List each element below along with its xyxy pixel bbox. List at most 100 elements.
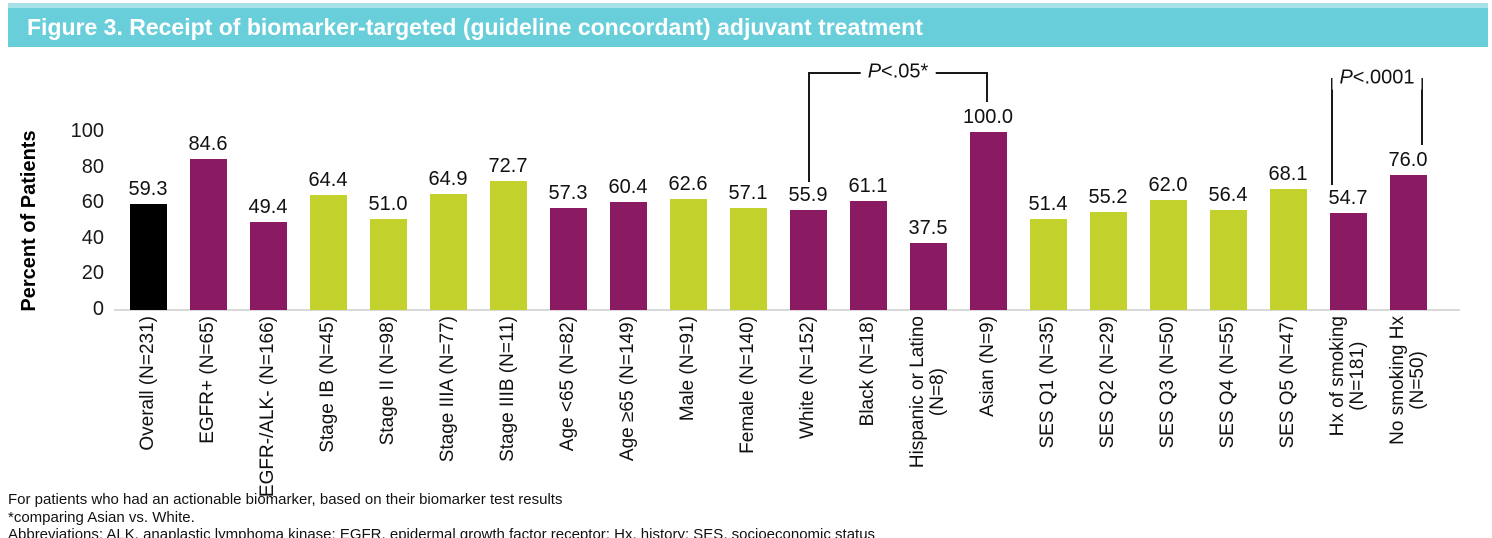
- bar-value-label: 72.7: [488, 154, 528, 177]
- x-axis-category-text: SES Q3 (N=50): [1157, 316, 1178, 449]
- x-axis-category-label: Stage IIIA (N=77): [426, 316, 470, 506]
- x-axis-category-text: Hispanic or Latino (N=8): [907, 316, 948, 469]
- bar: [1209, 209, 1247, 310]
- bar: [1269, 188, 1307, 310]
- x-axis-category-label: EGFR+ (N=65): [186, 316, 230, 506]
- bar-value-label: 57.3: [548, 182, 588, 204]
- x-axis-category-label: Stage IB (N=45): [306, 316, 350, 506]
- bar: [489, 180, 527, 310]
- bar: [369, 219, 407, 310]
- x-axis-category-text: Stage IIIB (N=11): [497, 316, 518, 462]
- footnotes: For patients who had an actionable bioma…: [8, 491, 875, 538]
- bar-value-label: 51.4: [1028, 192, 1068, 215]
- significance-label: P<.0001: [1332, 66, 1422, 90]
- significance-bracket-left: [808, 72, 810, 183]
- bar-value-label: 68.1: [1268, 162, 1308, 185]
- bar: [1029, 218, 1067, 310]
- x-axis-category-label: Black (N=18): [846, 316, 890, 506]
- x-axis-line: [114, 309, 1460, 311]
- y-tick-label: 20: [81, 262, 104, 285]
- bar-value-label: 62.0: [1148, 173, 1188, 196]
- x-axis-category-label: SES Q4 (N=55): [1206, 316, 1250, 506]
- x-axis-category-text: Stage IIIA (N=77): [437, 316, 458, 463]
- x-axis-category-label: Asian (N=9): [966, 316, 1010, 506]
- bar: [849, 201, 887, 310]
- x-axis-category-label: Female (N=140): [726, 316, 770, 506]
- bar: [249, 222, 287, 310]
- x-axis-category-label: EGFR-/ALK- (N=166): [246, 316, 290, 506]
- bar-value-label: 56.4: [1208, 183, 1248, 206]
- x-axis-category-text: SES Q2 (N=29): [1097, 316, 1118, 449]
- x-axis-category-text: SES Q4 (N=55): [1217, 316, 1238, 449]
- x-axis-category-label: SES Q5 (N=47): [1266, 316, 1310, 506]
- x-axis-category-label: Stage II (N=98): [366, 316, 410, 506]
- bar-value-label: 59.3: [128, 178, 168, 201]
- significance-bracket-right: [986, 72, 988, 102]
- bar-value-label: 37.5: [908, 217, 948, 240]
- bar-value-label: 84.6: [188, 133, 228, 156]
- x-axis-category-text: Female (N=140): [737, 316, 758, 454]
- bar-value-label: 51.0: [368, 193, 408, 216]
- bar: [789, 210, 827, 310]
- bar-value-label: 100.0: [962, 106, 1014, 128]
- footnote-line: *comparing Asian vs. White.: [8, 508, 195, 526]
- x-axis-category-label: Age <65 (N=82): [546, 316, 590, 506]
- bar: [969, 132, 1007, 310]
- x-axis-category-text: Hx of smoking (N=181): [1327, 316, 1368, 437]
- bar: [189, 159, 227, 310]
- bar-value-label: 62.6: [668, 172, 708, 195]
- bar-value-label: 60.4: [608, 176, 648, 199]
- bar: [309, 195, 347, 310]
- bar-value-label: 55.2: [1088, 185, 1128, 208]
- x-axis-category-text: Black (N=18): [857, 316, 878, 427]
- significance-bracket-left: [1331, 78, 1333, 185]
- y-axis-title: Percent of Patients: [18, 130, 40, 312]
- x-axis-category-text: Age ≥65 (N=149): [617, 316, 638, 462]
- bar-value-label: 76.0: [1388, 148, 1428, 171]
- significance-bracket-right: [1421, 78, 1423, 145]
- x-axis-category-text: SES Q1 (N=35): [1037, 316, 1058, 449]
- y-tick-label: 80: [81, 155, 104, 178]
- x-axis-category-text: Stage II (N=98): [377, 316, 398, 446]
- bar: [1089, 211, 1127, 310]
- x-axis-category-text: White (N=152): [797, 316, 818, 440]
- x-axis-category-label: Hispanic or Latino (N=8): [906, 316, 950, 506]
- x-axis-category-text: Male (N=91): [677, 316, 698, 422]
- bar: [609, 202, 647, 310]
- bar-value-label: 54.7: [1328, 186, 1368, 209]
- x-axis-category-label: Stage IIIB (N=11): [486, 316, 530, 506]
- footnote-line: For patients who had an actionable bioma…: [8, 491, 563, 508]
- bar: [909, 243, 947, 310]
- x-axis-category-label: SES Q1 (N=35): [1026, 316, 1070, 506]
- x-axis-category-text: Overall (N=231): [137, 316, 158, 451]
- y-tick-label: 0: [92, 298, 104, 320]
- bar: [429, 194, 467, 310]
- x-axis-category-text: EGFR-/ALK- (N=166): [257, 316, 278, 498]
- x-axis-category-text: No smoking Hx (N=50): [1387, 316, 1428, 445]
- bar-value-label: 57.1: [728, 182, 768, 205]
- figure-title: Figure 3. Receipt of biomarker-targeted …: [27, 14, 923, 40]
- footnote-line: Abbreviations: ALK, anaplastic lymphoma …: [8, 526, 876, 538]
- bar: [669, 198, 707, 310]
- y-tick-label: 40: [81, 226, 104, 249]
- x-axis-category-text: EGFR+ (N=65): [197, 316, 218, 444]
- x-axis-category-label: Overall (N=231): [126, 316, 170, 506]
- bar: [1329, 212, 1367, 310]
- x-axis-category-label: White (N=152): [786, 316, 830, 506]
- bar: [549, 208, 587, 310]
- x-axis-category-text: Asian (N=9): [977, 316, 998, 417]
- y-tick-label: 60: [81, 191, 104, 214]
- x-axis-category-label: No smoking Hx (N=50): [1386, 316, 1430, 506]
- bar-value-label: 61.1: [848, 175, 888, 198]
- x-axis-category-label: SES Q3 (N=50): [1146, 316, 1190, 506]
- y-tick-label: 100: [70, 120, 104, 142]
- bar: [1389, 174, 1427, 310]
- x-axis-category-text: Stage IB (N=45): [317, 316, 338, 453]
- x-axis-category-text: Age <65 (N=82): [557, 316, 578, 452]
- bar-value-label: 64.4: [308, 169, 348, 192]
- bar-value-label: 55.9: [788, 184, 828, 207]
- x-axis-category-label: Male (N=91): [666, 316, 710, 506]
- bar: [729, 208, 767, 310]
